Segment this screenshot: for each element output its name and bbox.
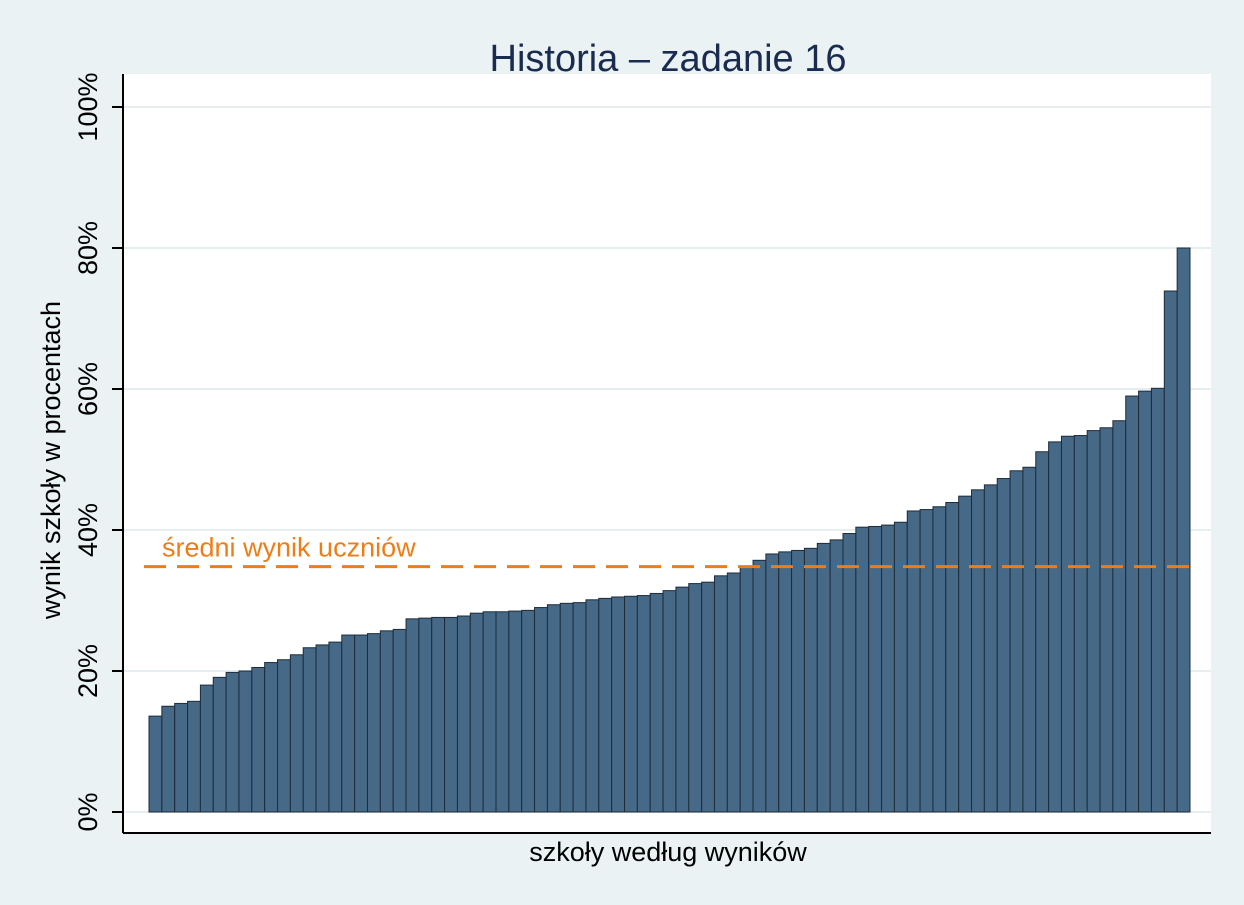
bar (919, 509, 934, 813)
bar (701, 581, 715, 813)
bar (1022, 466, 1037, 813)
bar (636, 595, 651, 813)
bar (444, 616, 458, 813)
bar (366, 633, 381, 813)
bar (829, 539, 844, 813)
bar (1163, 290, 1178, 813)
bar (803, 547, 818, 813)
bar (585, 599, 600, 813)
bar (855, 526, 870, 813)
bar (1073, 435, 1088, 813)
bar (199, 684, 214, 813)
y-tick-label: 40% (73, 503, 103, 557)
bar (662, 590, 677, 813)
bar (161, 705, 176, 813)
bar (1099, 427, 1114, 813)
bar (1112, 420, 1127, 813)
bar (765, 553, 780, 813)
y-axis-ticks: 0% 20% 40% 60% 80% 100% (73, 72, 123, 832)
bar (456, 615, 471, 813)
bar (675, 586, 690, 813)
bar (354, 634, 368, 813)
bar (534, 607, 548, 813)
chart-title: Historia – zadanie 16 (490, 38, 847, 80)
reference-line-group: średni wynik uczniów (144, 533, 1190, 569)
bar (624, 595, 638, 813)
bar (482, 611, 497, 813)
bar (277, 659, 291, 813)
bar (842, 533, 857, 813)
bar (289, 654, 304, 813)
reference-line-label: średni wynik uczniów (162, 533, 416, 563)
bar (778, 551, 793, 813)
bars (148, 247, 1191, 813)
bar (1138, 390, 1152, 813)
bar (739, 566, 754, 813)
bar (392, 628, 407, 813)
bar (264, 662, 279, 813)
bar (868, 525, 883, 813)
bar (791, 549, 805, 813)
y-tick-label: 80% (73, 221, 103, 275)
bar (546, 604, 561, 813)
bar (302, 647, 317, 813)
bar (1150, 387, 1165, 813)
bar (187, 700, 201, 813)
bar (983, 484, 998, 813)
y-tick-label: 60% (73, 362, 103, 416)
bar (148, 715, 163, 813)
bar (1176, 247, 1191, 813)
bar (405, 618, 420, 813)
bar (238, 670, 253, 813)
bar (945, 502, 960, 813)
bar (649, 592, 664, 813)
bar (1125, 395, 1140, 813)
bar (996, 478, 1011, 813)
x-axis-title: szkoły według wyników (529, 837, 807, 867)
bar (521, 609, 536, 813)
bar (431, 616, 446, 813)
y-tick-label: 20% (73, 644, 103, 698)
bar (1086, 430, 1101, 813)
bar (1048, 441, 1062, 813)
bar (598, 597, 613, 813)
bar (341, 634, 356, 813)
bar (251, 666, 266, 813)
bar (816, 542, 831, 813)
bar (559, 602, 574, 813)
y-tick-label: 0% (73, 792, 103, 831)
bar (225, 671, 240, 813)
bar (508, 610, 523, 813)
bar (174, 702, 189, 813)
bar (752, 559, 767, 813)
bar (1035, 451, 1050, 813)
bar (688, 583, 703, 813)
bar (212, 676, 227, 813)
bar (379, 630, 394, 813)
y-axis-title: wynik szkoły w procentach (36, 301, 66, 620)
bar (572, 602, 587, 813)
bar (469, 612, 484, 813)
bar (1009, 470, 1024, 813)
y-tick-label: 100% (73, 72, 103, 141)
bar (328, 641, 343, 813)
bar (418, 617, 433, 813)
bar (713, 575, 728, 813)
bar (611, 596, 626, 813)
bar (726, 572, 741, 813)
bar (495, 611, 510, 813)
bar (906, 510, 921, 813)
bar (315, 644, 330, 813)
bar (971, 489, 985, 813)
bar (958, 495, 973, 813)
bar (932, 506, 947, 813)
bar (1060, 435, 1075, 813)
